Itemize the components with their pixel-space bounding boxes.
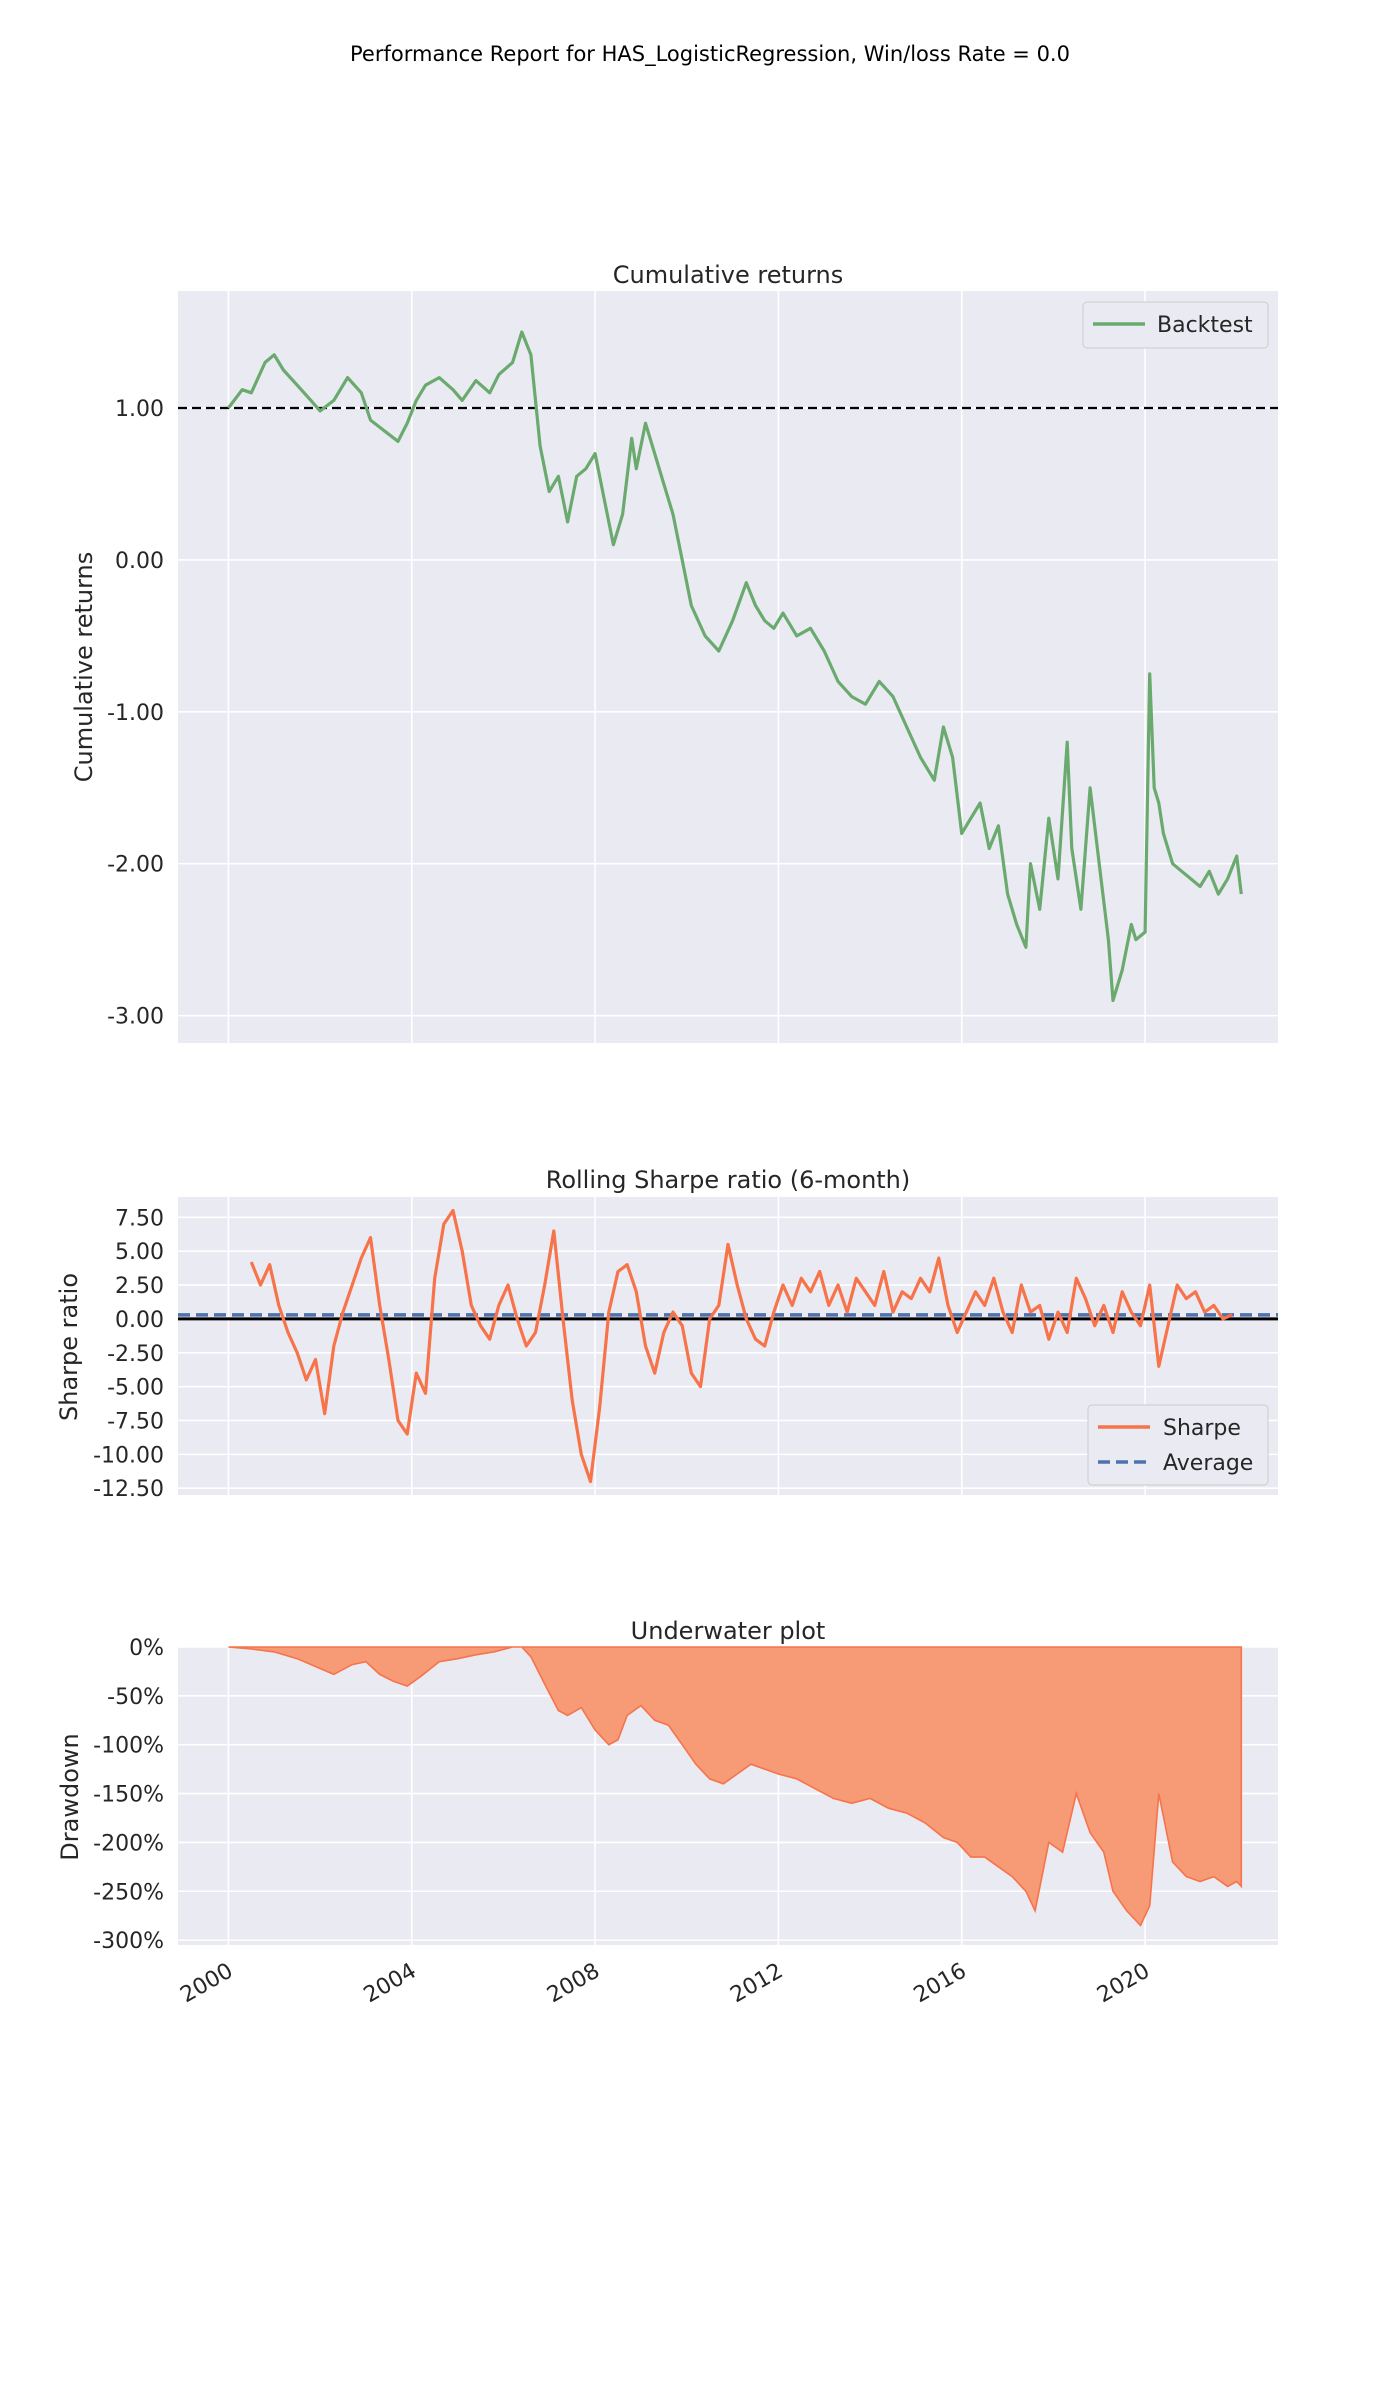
y-tick-label: -1.00 <box>107 701 164 726</box>
y-tick-label: -10.00 <box>93 1443 164 1468</box>
y-tick-label: -250% <box>93 1880 164 1905</box>
legend-sharpe-label: Sharpe <box>1163 1416 1241 1441</box>
underwater-yticks: 0% -50% -100% -150% -200% -250% -300% <box>93 1636 164 1954</box>
y-tick-label: -3.00 <box>107 1005 164 1030</box>
y-tick-label: -150% <box>93 1783 164 1808</box>
y-tick-label: 0.00 <box>115 549 164 574</box>
y-tick-label: 0.00 <box>115 1308 164 1333</box>
cumulative-returns-plot-area <box>178 291 1278 1043</box>
y-tick-label: -2.50 <box>107 1342 164 1367</box>
underwater-panel: Underwater plot Drawdown 0% -50% -100% -150… <box>56 1617 1278 1954</box>
figure-suptitle: Performance Report for HAS_LogisticRegre… <box>350 42 1070 66</box>
x-tick-label: 2016 <box>910 1959 971 2009</box>
y-tick-label: -2.00 <box>107 853 164 878</box>
backtest-line <box>227 330 1243 1003</box>
sharpe-line <box>249 1208 1233 1484</box>
underwater-title: Underwater plot <box>631 1617 826 1645</box>
cumulative-returns-panel: Cumulative returns Cumulative returns 1.… <box>70 261 1278 1043</box>
drawdown-area <box>228 1646 1243 1927</box>
y-tick-label: 0% <box>129 1636 164 1661</box>
cumulative-returns-title: Cumulative returns <box>613 261 844 289</box>
y-tick-label: -7.50 <box>107 1410 164 1435</box>
x-tick-label: 2000 <box>176 1959 237 2009</box>
cumulative-returns-yticks: 1.00 0.00 -1.00 -2.00 -3.00 <box>107 397 164 1030</box>
y-tick-label: -5.00 <box>107 1376 164 1401</box>
y-tick-label: 1.00 <box>115 397 164 422</box>
y-tick-label: -50% <box>107 1685 164 1710</box>
x-tick-label: 2008 <box>543 1959 604 2009</box>
legend-box <box>1087 1404 1269 1486</box>
y-tick-label: -12.50 <box>93 1477 164 1502</box>
y-tick-label: -300% <box>93 1929 164 1954</box>
y-tick-label: -100% <box>93 1734 164 1759</box>
y-tick-label: 7.50 <box>115 1206 164 1231</box>
legend-box <box>1082 301 1269 349</box>
rolling-sharpe-panel: Rolling Sharpe ratio (6-month) Sharpe ra… <box>55 1166 1278 1502</box>
y-tick-label: 2.50 <box>115 1274 164 1299</box>
cumulative-returns-ylabel: Cumulative returns <box>70 552 98 783</box>
rolling-sharpe-legend: Sharpe Average <box>1087 1404 1269 1486</box>
x-axis-tick-labels: 2000 2004 2008 2012 2016 2020 <box>176 1959 1154 2009</box>
cumulative-returns-grid <box>178 291 1278 1043</box>
underwater-ylabel: Drawdown <box>56 1733 84 1860</box>
x-tick-label: 2004 <box>360 1959 421 2009</box>
legend-backtest-label: Backtest <box>1157 313 1253 338</box>
rolling-sharpe-ylabel: Sharpe ratio <box>55 1273 83 1421</box>
rolling-sharpe-title: Rolling Sharpe ratio (6-month) <box>546 1166 911 1194</box>
legend-average-label: Average <box>1163 1451 1253 1476</box>
y-tick-label: -200% <box>93 1831 164 1856</box>
x-tick-label: 2020 <box>1093 1959 1154 2009</box>
x-tick-label: 2012 <box>726 1959 787 2009</box>
rolling-sharpe-yticks: 7.50 5.00 2.50 0.00 -2.50 -5.00 -7.50 -10.00 -12… <box>93 1206 164 1502</box>
cumulative-returns-legend: Backtest <box>1082 301 1269 349</box>
y-tick-label: 5.00 <box>115 1240 164 1265</box>
